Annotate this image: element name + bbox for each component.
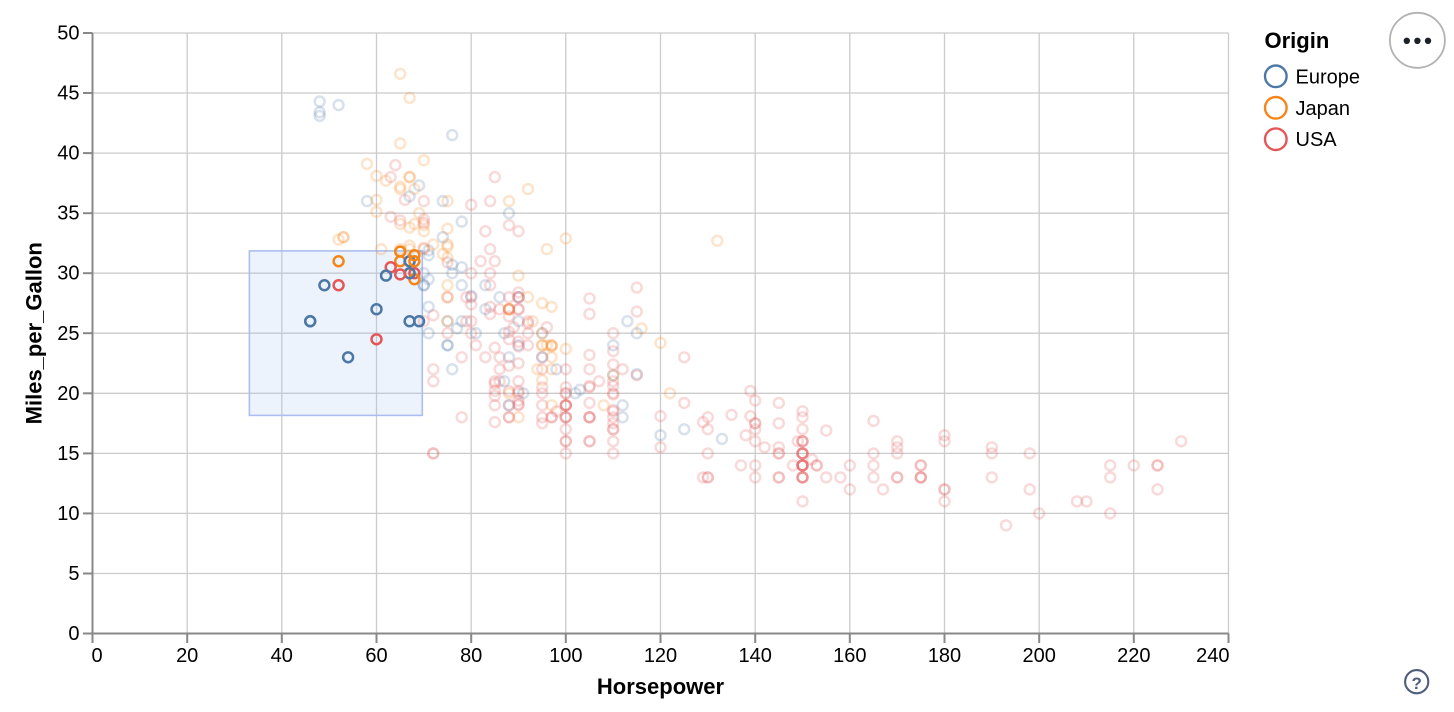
svg-text:80: 80 (460, 645, 482, 667)
svg-text:30: 30 (57, 263, 79, 285)
svg-text:60: 60 (365, 645, 387, 667)
svg-text:40: 40 (57, 143, 79, 165)
svg-text:Europe: Europe (1296, 66, 1361, 88)
svg-text:140: 140 (739, 645, 772, 667)
svg-text:0: 0 (92, 645, 103, 667)
svg-text:15: 15 (57, 443, 79, 465)
svg-text:45: 45 (57, 83, 79, 105)
svg-text:120: 120 (644, 645, 677, 667)
svg-text:240: 240 (1196, 645, 1229, 667)
svg-text:Miles_per_Gallon: Miles_per_Gallon (22, 242, 47, 424)
svg-text:200: 200 (1023, 645, 1056, 667)
svg-text:5: 5 (68, 563, 79, 585)
svg-text:Origin: Origin (1265, 28, 1330, 53)
svg-text:50: 50 (57, 23, 79, 45)
svg-text:160: 160 (833, 645, 866, 667)
svg-text:0: 0 (68, 623, 79, 645)
svg-text:35: 35 (57, 203, 79, 225)
svg-text:25: 25 (57, 323, 79, 345)
svg-text:40: 40 (271, 645, 293, 667)
svg-text:10: 10 (57, 503, 79, 525)
svg-text:Horsepower: Horsepower (597, 674, 725, 699)
svg-text:100: 100 (549, 645, 582, 667)
svg-text:220: 220 (1117, 645, 1150, 667)
svg-text:180: 180 (928, 645, 961, 667)
svg-text:?: ? (1412, 674, 1422, 693)
svg-text:20: 20 (176, 645, 198, 667)
svg-text:Japan: Japan (1296, 98, 1351, 120)
svg-text:20: 20 (57, 383, 79, 405)
svg-text:USA: USA (1296, 129, 1338, 151)
